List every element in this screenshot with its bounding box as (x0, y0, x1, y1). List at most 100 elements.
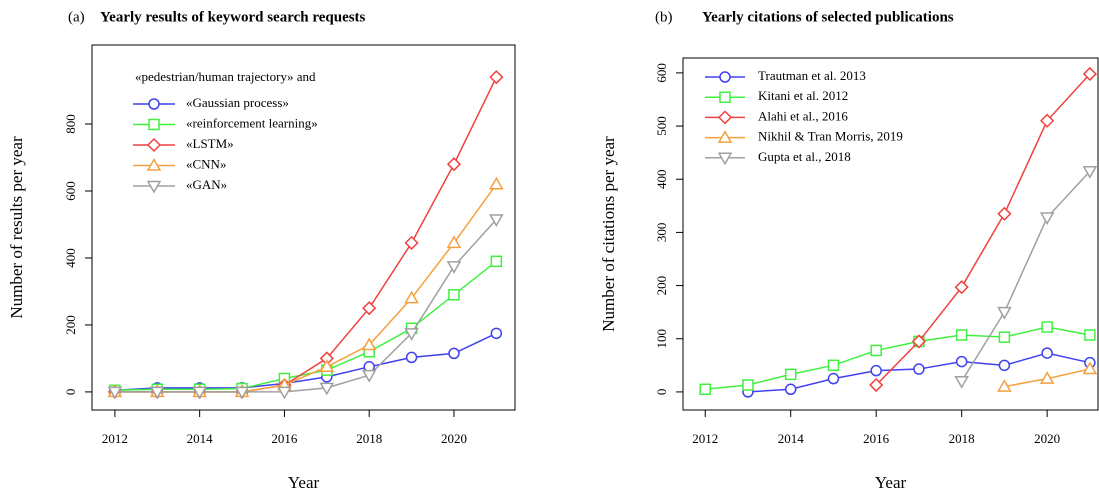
marker (448, 347, 460, 360)
legend-label: «GAN» (186, 177, 227, 192)
panel-label: (a) (68, 9, 85, 25)
y-tick-label: 200 (63, 315, 78, 335)
series-line (114, 183, 497, 393)
legend-label: «CNN» (186, 156, 226, 171)
marker (1082, 66, 1097, 82)
marker (446, 235, 462, 249)
y-tick-label: 500 (654, 116, 669, 136)
marker (998, 359, 1011, 372)
marker (997, 379, 1012, 392)
marker (717, 110, 733, 125)
y-tick-label: 200 (654, 276, 669, 296)
marker (1082, 166, 1098, 179)
marker (717, 152, 733, 166)
marker (869, 377, 884, 393)
y-tick-label: 600 (654, 63, 669, 83)
series-line (961, 170, 1091, 382)
marker (149, 386, 165, 400)
marker (319, 359, 335, 373)
x-tick-label: 2020 (441, 431, 467, 446)
y-tick-label: 0 (654, 389, 669, 396)
chart-title: Yearly citations of selected publication… (702, 9, 954, 25)
legend-label: Trautman et al. 2013 (758, 68, 866, 83)
marker (446, 261, 462, 274)
marker (277, 386, 292, 400)
marker (489, 70, 504, 85)
marker (107, 386, 123, 400)
y-tick-label: 400 (63, 248, 78, 268)
series-line (705, 326, 1091, 391)
marker (1084, 329, 1096, 341)
y-tick-label: 600 (63, 181, 78, 201)
marker (404, 328, 419, 341)
legend-label: «Gaussian process» (186, 95, 289, 110)
marker (489, 176, 504, 190)
x-axis-label: Year (875, 473, 907, 492)
marker (784, 368, 797, 381)
marker (954, 376, 969, 389)
marker (1041, 321, 1053, 333)
marker (997, 206, 1012, 221)
marker (742, 379, 754, 391)
marker (146, 137, 162, 153)
y-tick-label: 800 (63, 114, 78, 134)
x-tick-label: 2016 (271, 431, 298, 446)
marker (719, 71, 731, 83)
x-tick-label: 2014 (778, 431, 805, 446)
y-tick-label: 300 (654, 223, 669, 243)
x-axis-label: Year (288, 473, 320, 492)
marker (404, 290, 419, 304)
marker (148, 98, 160, 110)
marker (827, 372, 840, 385)
legend-label: Kitani et al. 2012 (758, 88, 848, 103)
x-tick-label: 2016 (863, 431, 890, 446)
x-tick-label: 2018 (949, 431, 975, 446)
marker (954, 280, 969, 295)
series-line (114, 332, 497, 391)
x-tick-label: 2018 (356, 431, 382, 446)
marker (146, 157, 162, 171)
y-tick-label: 100 (654, 329, 669, 349)
marker (955, 355, 968, 368)
x-tick-label: 2012 (102, 431, 128, 446)
marker (404, 235, 419, 250)
legend-label: Alahi et al., 2016 (758, 108, 848, 123)
marker (870, 344, 882, 357)
panel-label: (b) (655, 9, 673, 25)
marker (1082, 361, 1098, 375)
x-tick-label: 2012 (692, 431, 718, 446)
marker (148, 118, 160, 131)
marker (1041, 347, 1053, 359)
legend-label: «LSTM» (186, 136, 234, 151)
marker (784, 383, 797, 396)
legend-label: Nikhil & Tran Morris, 2019 (758, 129, 903, 144)
marker (1039, 371, 1055, 384)
marker (319, 382, 335, 396)
marker (1040, 113, 1055, 128)
marker (955, 329, 968, 341)
marker (146, 180, 162, 194)
plot-frame (91, 44, 516, 411)
marker (490, 255, 503, 268)
y-tick-label: 400 (654, 169, 669, 189)
y-axis-label: Number of citations per year (599, 136, 618, 332)
marker (446, 157, 462, 172)
series-line (114, 218, 497, 393)
series-line (875, 73, 1091, 386)
marker (997, 306, 1012, 320)
marker (699, 383, 711, 396)
marker (911, 334, 926, 349)
marker (489, 214, 504, 227)
y-tick-label: 0 (63, 389, 78, 396)
plot-frame (682, 57, 1099, 411)
x-tick-label: 2020 (1034, 431, 1060, 446)
marker (448, 289, 460, 301)
legend-title: «pedestrian/human trajectory» and (135, 69, 316, 84)
marker (490, 327, 503, 340)
marker (361, 337, 377, 351)
legend-label: Gupta et al., 2018 (758, 149, 851, 164)
marker (998, 331, 1011, 343)
y-axis-label: Number of results per year (7, 136, 26, 319)
marker (234, 386, 250, 400)
